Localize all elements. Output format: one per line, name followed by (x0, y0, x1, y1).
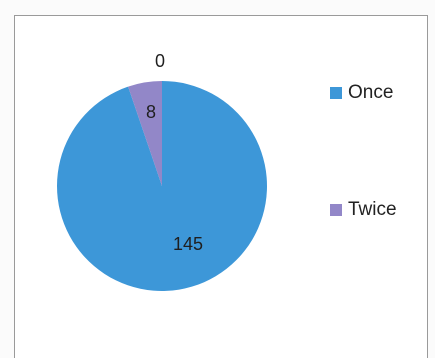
legend-label-once: Once (348, 82, 394, 103)
data-label-zero: 0 (155, 51, 165, 71)
legend-swatch-once (330, 87, 342, 99)
legend-label-twice: Twice (348, 199, 397, 220)
legend-swatch-twice (330, 204, 342, 216)
pie-slice-once (57, 81, 268, 292)
pie-slice-twice (128, 81, 162, 186)
pie-slices (57, 81, 268, 292)
data-label-twice: 8 (146, 102, 156, 122)
legend-item-twice: Twice (330, 199, 397, 221)
data-label-once: 145 (173, 234, 203, 254)
legend-item-once: Once (330, 82, 393, 104)
